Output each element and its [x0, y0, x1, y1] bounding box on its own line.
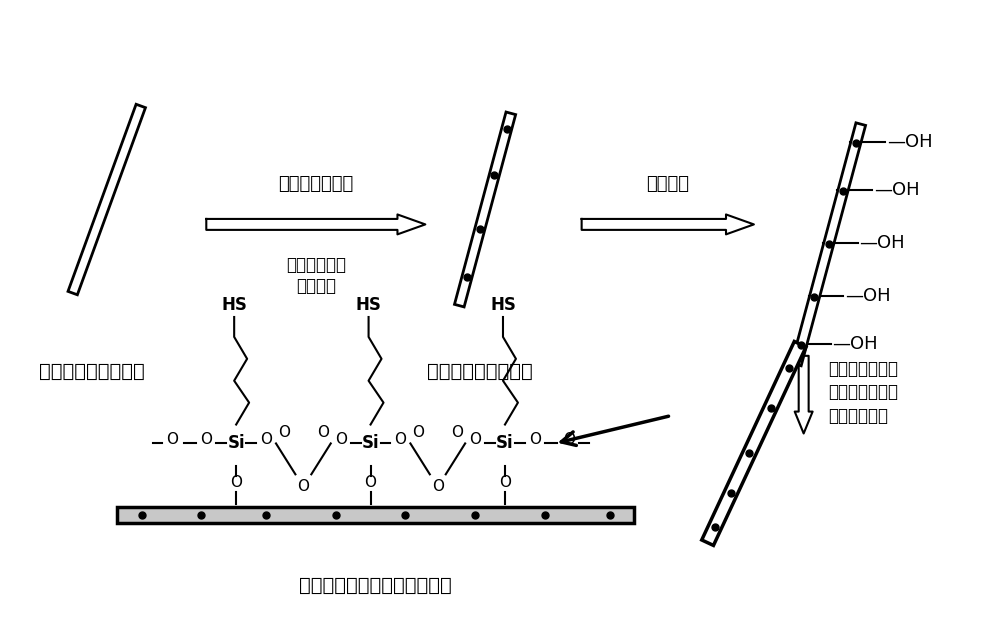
Text: Si: Si: [496, 434, 514, 453]
Text: Si: Si: [362, 434, 379, 453]
Text: Si: Si: [227, 434, 245, 453]
Text: O: O: [317, 425, 329, 441]
Text: O: O: [260, 432, 272, 448]
Text: 磁性超疏水黏土矿物复合材料: 磁性超疏水黏土矿物复合材料: [299, 576, 452, 595]
Text: 预处理后的黏土矿物: 预处理后的黏土矿物: [39, 362, 145, 381]
Text: 含巯基硅烷偶联: 含巯基硅烷偶联: [829, 359, 899, 378]
Text: O: O: [563, 432, 575, 448]
Text: —OH: —OH: [874, 181, 919, 199]
Polygon shape: [454, 112, 516, 307]
Text: 磁性功能化黏土矿物: 磁性功能化黏土矿物: [427, 362, 533, 381]
Text: O: O: [166, 432, 178, 448]
Text: O: O: [412, 425, 424, 441]
Text: O: O: [335, 432, 347, 448]
Text: 吸附三价铁离子: 吸附三价铁离子: [278, 174, 353, 193]
Text: —OH: —OH: [833, 335, 878, 353]
Text: —OH: —OH: [887, 133, 932, 151]
Text: O: O: [469, 432, 481, 448]
Polygon shape: [68, 104, 145, 295]
Text: O: O: [499, 476, 511, 490]
Polygon shape: [702, 342, 806, 545]
Bar: [117, 507, 634, 523]
Text: O: O: [230, 476, 242, 490]
Text: 氢气氛围下，
原位还原: 氢气氛围下， 原位还原: [286, 256, 346, 295]
Text: O: O: [278, 425, 290, 441]
Text: —OH: —OH: [845, 287, 891, 305]
Text: O: O: [394, 432, 406, 448]
Text: O: O: [432, 479, 444, 495]
Text: O: O: [297, 479, 309, 495]
Text: HS: HS: [490, 296, 516, 314]
Text: 枝交联与聚合: 枝交联与聚合: [829, 406, 889, 425]
Text: 剂在其表面的接: 剂在其表面的接: [829, 383, 899, 401]
Text: O: O: [451, 425, 463, 441]
Polygon shape: [792, 123, 866, 366]
Text: —OH: —OH: [860, 234, 905, 252]
Text: O: O: [529, 432, 541, 448]
Text: HS: HS: [356, 296, 382, 314]
Text: HS: HS: [221, 296, 247, 314]
Text: O: O: [365, 476, 377, 490]
Text: 羟基再生: 羟基再生: [646, 174, 689, 193]
Text: O: O: [200, 432, 212, 448]
